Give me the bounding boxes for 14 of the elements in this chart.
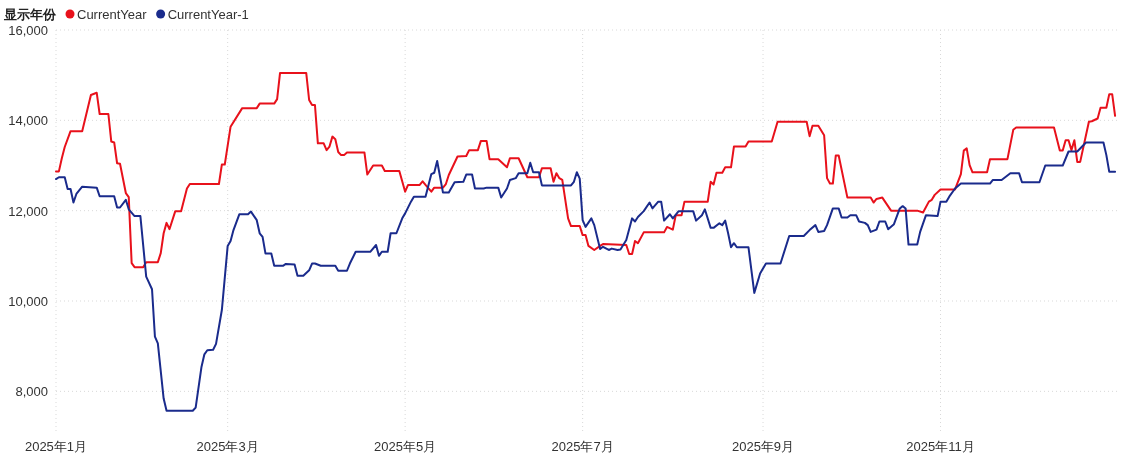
- y-tick-label: 16,000: [8, 23, 48, 38]
- x-tick-label: 2025年5月: [374, 439, 437, 454]
- y-tick-label: 8,000: [15, 384, 48, 400]
- x-tick-label: 2025年11月: [906, 439, 975, 454]
- legend-label: CurrentYear: [77, 7, 148, 22]
- legend-label: CurrentYear-1: [167, 7, 249, 22]
- legend-title: 显示年份: [3, 7, 57, 22]
- x-tick-label: 2025年7月: [551, 439, 614, 454]
- y-tick-label: 10,000: [8, 294, 48, 310]
- x-tick-label: 2025年3月: [196, 439, 259, 454]
- x-tick-label: 2025年9月: [731, 439, 795, 454]
- x-tick-label: 2025年1月: [24, 439, 88, 454]
- y-tick-label: 14,000: [8, 113, 48, 129]
- y-tick-label: 12,000: [8, 203, 48, 219]
